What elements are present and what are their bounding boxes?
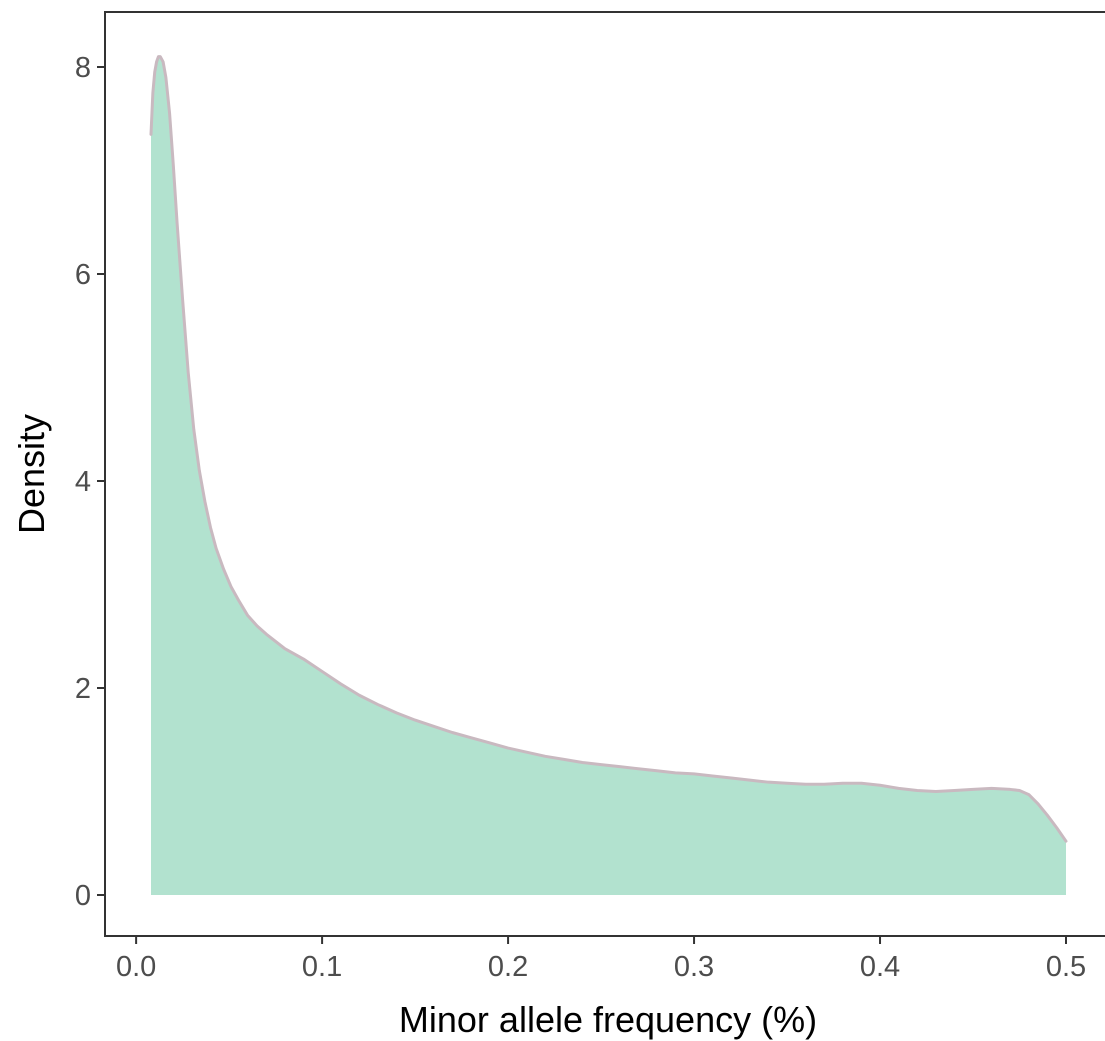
density-marks [149, 55, 1068, 895]
x-tick-label: 0.5 [1046, 951, 1086, 983]
x-tick-label: 0.1 [302, 951, 342, 983]
y-axis: 0 2 4 6 8 [75, 52, 105, 912]
y-axis-title: Density [11, 414, 52, 534]
density-curve [149, 55, 1068, 843]
x-axis-title: Minor allele frequency (%) [399, 999, 817, 1040]
y-tick-label: 8 [75, 52, 91, 84]
x-tick-label: 0.4 [860, 951, 900, 983]
density-area [151, 56, 1066, 895]
y-tick-label: 0 [75, 880, 91, 912]
x-tick-label: 0.2 [488, 951, 528, 983]
y-tick-label: 6 [75, 259, 91, 291]
y-tick-label: 4 [75, 466, 91, 498]
plot-panel-border [104, 11, 1105, 937]
y-tick-label: 2 [75, 673, 91, 705]
x-tick-label: 0.0 [116, 951, 156, 983]
x-tick-label: 0.3 [674, 951, 714, 983]
x-axis: 0.0 0.1 0.2 0.3 0.4 0.5 [116, 936, 1086, 983]
